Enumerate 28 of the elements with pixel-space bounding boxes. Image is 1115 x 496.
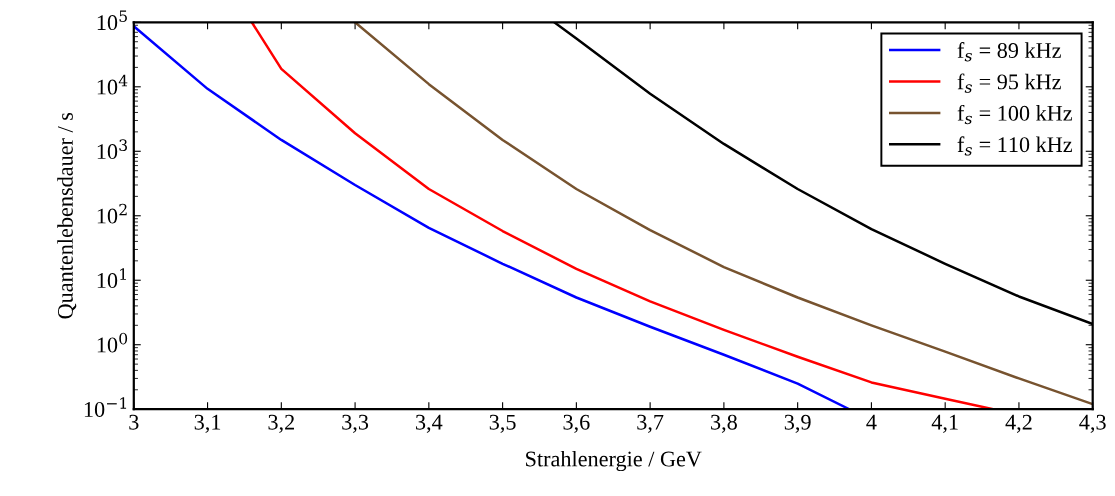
y-tick-label: 10$^{2}$ [97, 203, 127, 224]
y-tick-label: 10$^{−1}$ [84, 397, 127, 417]
x-tick-label: 3,2 [268, 414, 294, 433]
legend-label: f$_{s}$ = 110 kHz [957, 136, 1073, 156]
y-tick-label: 10$^{0}$ [97, 332, 128, 353]
y-tick-label: 10$^{4}$ [97, 74, 128, 95]
x-tick-label: 3,6 [563, 414, 590, 433]
x-tick-label: 4,2 [1005, 414, 1032, 433]
line-series [353, 22, 1093, 406]
y-tick-label: 10$^{5}$ [97, 10, 127, 31]
x-tick-label: 3,7 [637, 414, 664, 433]
legend-label: f$_{s}$ = 89 kHz [957, 42, 1061, 62]
x-tick-label: 3,9 [784, 414, 811, 433]
y-tick-label: 10$^{1}$ [97, 268, 126, 289]
x-tick-label: 3,1 [194, 414, 221, 433]
y-tick-label: 10$^{3}$ [97, 139, 127, 160]
x-tick-label: 3,3 [342, 414, 369, 433]
x-tick-label: 4 [866, 414, 877, 430]
x-tick-label: 3,8 [711, 414, 737, 433]
legend-label: f$_{s}$ = 95 kHz [957, 73, 1061, 93]
x-tick-label: 3,4 [416, 414, 443, 433]
x-tick-label: 3,5 [489, 414, 516, 433]
x-axis-title: Strahlenergie / GeV [526, 450, 702, 472]
legend-label: f$_{s}$ = 100 kHz [957, 104, 1073, 125]
x-tick-label: 4,1 [931, 414, 958, 433]
x-tick-label: 4,3 [1079, 414, 1106, 433]
y-axis-title: Quantenlebensdauer / s [57, 112, 77, 319]
x-tick-label: 3 [129, 414, 139, 430]
